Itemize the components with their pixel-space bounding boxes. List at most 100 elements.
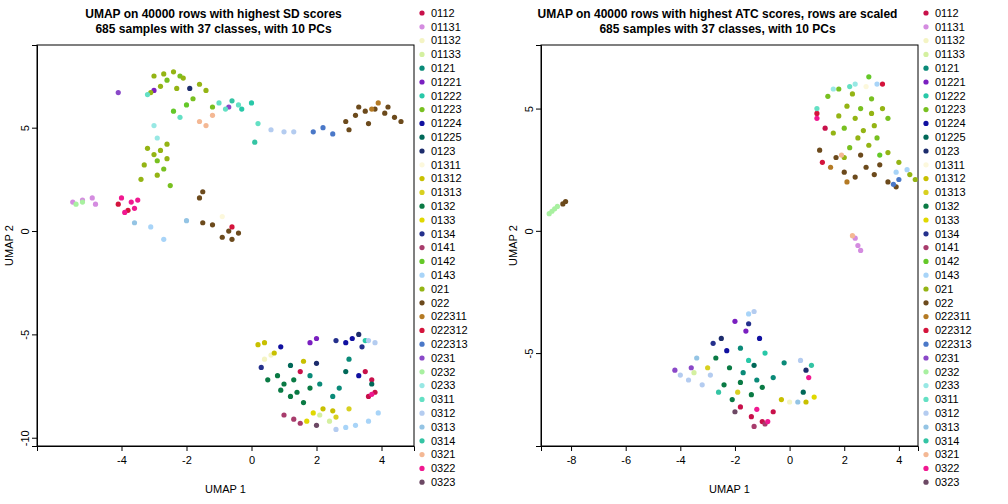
legend-item: 01225 (923, 131, 965, 143)
point (119, 195, 124, 200)
y-axis: -10-505 (19, 46, 38, 447)
point (716, 390, 721, 395)
series (751, 421, 767, 429)
series (171, 102, 189, 113)
point (727, 365, 732, 370)
legend-marker (419, 273, 424, 278)
point (672, 368, 677, 373)
chart-subtitle: 685 samples with 37 classes, with 10 PCs (599, 22, 835, 36)
series (724, 336, 762, 353)
legend-label: 021 (431, 283, 449, 295)
legend-marker (923, 342, 928, 347)
chart-title: UMAP on 40000 rows with highest ATC scor… (538, 7, 898, 21)
x-tick-label: -8 (567, 454, 577, 466)
legend-item: 0312 (923, 407, 959, 419)
point (369, 381, 374, 386)
series (828, 165, 850, 185)
legend-label: 01223 (431, 103, 462, 115)
legend-item: 01222 (419, 90, 461, 102)
y-tick-label: -10 (19, 430, 31, 446)
series (73, 199, 85, 206)
series (155, 73, 215, 188)
legend-item: 0132 (419, 200, 455, 212)
legend-marker (923, 107, 928, 112)
series (754, 116, 819, 424)
point (678, 372, 683, 377)
legend-label: 021 (935, 283, 953, 295)
point (738, 404, 743, 409)
legend-label: 0134 (431, 228, 455, 240)
legend-marker (419, 314, 424, 319)
legend-label: 01225 (935, 131, 966, 143)
point (844, 104, 849, 109)
point (844, 179, 849, 184)
legend-marker (923, 480, 928, 485)
x-tick-mark (382, 446, 383, 451)
point (145, 92, 150, 97)
point (249, 100, 254, 105)
legend-label: 01313 (935, 186, 966, 198)
x-tick: -4 (117, 446, 127, 466)
legend-label: 01131 (431, 21, 461, 33)
legend-marker (419, 162, 424, 167)
legend-label: 0313 (935, 421, 959, 433)
y-axis: -505 (523, 46, 542, 447)
legend-marker (923, 93, 928, 98)
y-tick-label: 0 (523, 228, 535, 234)
legend-label: 0322 (431, 462, 455, 474)
legend-item: 0322 (923, 462, 959, 474)
legend-marker (419, 190, 424, 195)
legend-item: 0311 (419, 393, 454, 405)
legend: 0112011310113201133012101221012220122301… (923, 7, 971, 488)
series (705, 365, 740, 395)
point (197, 82, 202, 87)
point (820, 160, 825, 165)
legend-item: 01223 (419, 103, 461, 115)
point (869, 111, 874, 116)
legend-label: 01222 (935, 90, 966, 102)
point (132, 220, 137, 225)
point (210, 222, 215, 227)
y-tick: 5 (523, 106, 541, 112)
legend-item: 022 (923, 297, 953, 309)
point (738, 346, 743, 351)
legend-marker (419, 52, 424, 57)
legend-label: 0314 (431, 435, 455, 447)
x-axis-line (38, 447, 415, 452)
point (842, 170, 847, 175)
point (330, 394, 335, 399)
legend-marker (923, 424, 928, 429)
legend-marker (923, 369, 928, 374)
point (138, 177, 143, 182)
point (398, 119, 403, 124)
point (751, 363, 756, 368)
y-tick-mark (536, 231, 541, 232)
legend-item: 0143 (923, 269, 959, 281)
point (116, 90, 121, 95)
legend: 0112011310113201133012101221012220122301… (419, 7, 467, 488)
point (382, 111, 387, 116)
point (732, 319, 737, 324)
point (823, 126, 828, 131)
legend-label: 01311 (431, 159, 461, 171)
series (866, 74, 882, 157)
legend-label: 0313 (431, 421, 455, 433)
legend-item: 01131 (923, 21, 964, 33)
legend-item: 0232 (419, 366, 455, 378)
point (721, 382, 726, 387)
legend-label: 01224 (935, 117, 966, 129)
point (880, 106, 885, 111)
legend-marker (923, 231, 928, 236)
legend-marker (923, 66, 928, 71)
series (839, 152, 855, 238)
x-tick-mark (122, 446, 123, 451)
series (369, 100, 381, 111)
point (866, 74, 871, 79)
series (151, 88, 319, 345)
legend-marker (419, 217, 424, 222)
legend-label: 01133 (935, 48, 965, 60)
point (356, 332, 361, 337)
legend-item: 0121 (923, 62, 959, 74)
point (272, 350, 277, 355)
series (831, 91, 918, 182)
